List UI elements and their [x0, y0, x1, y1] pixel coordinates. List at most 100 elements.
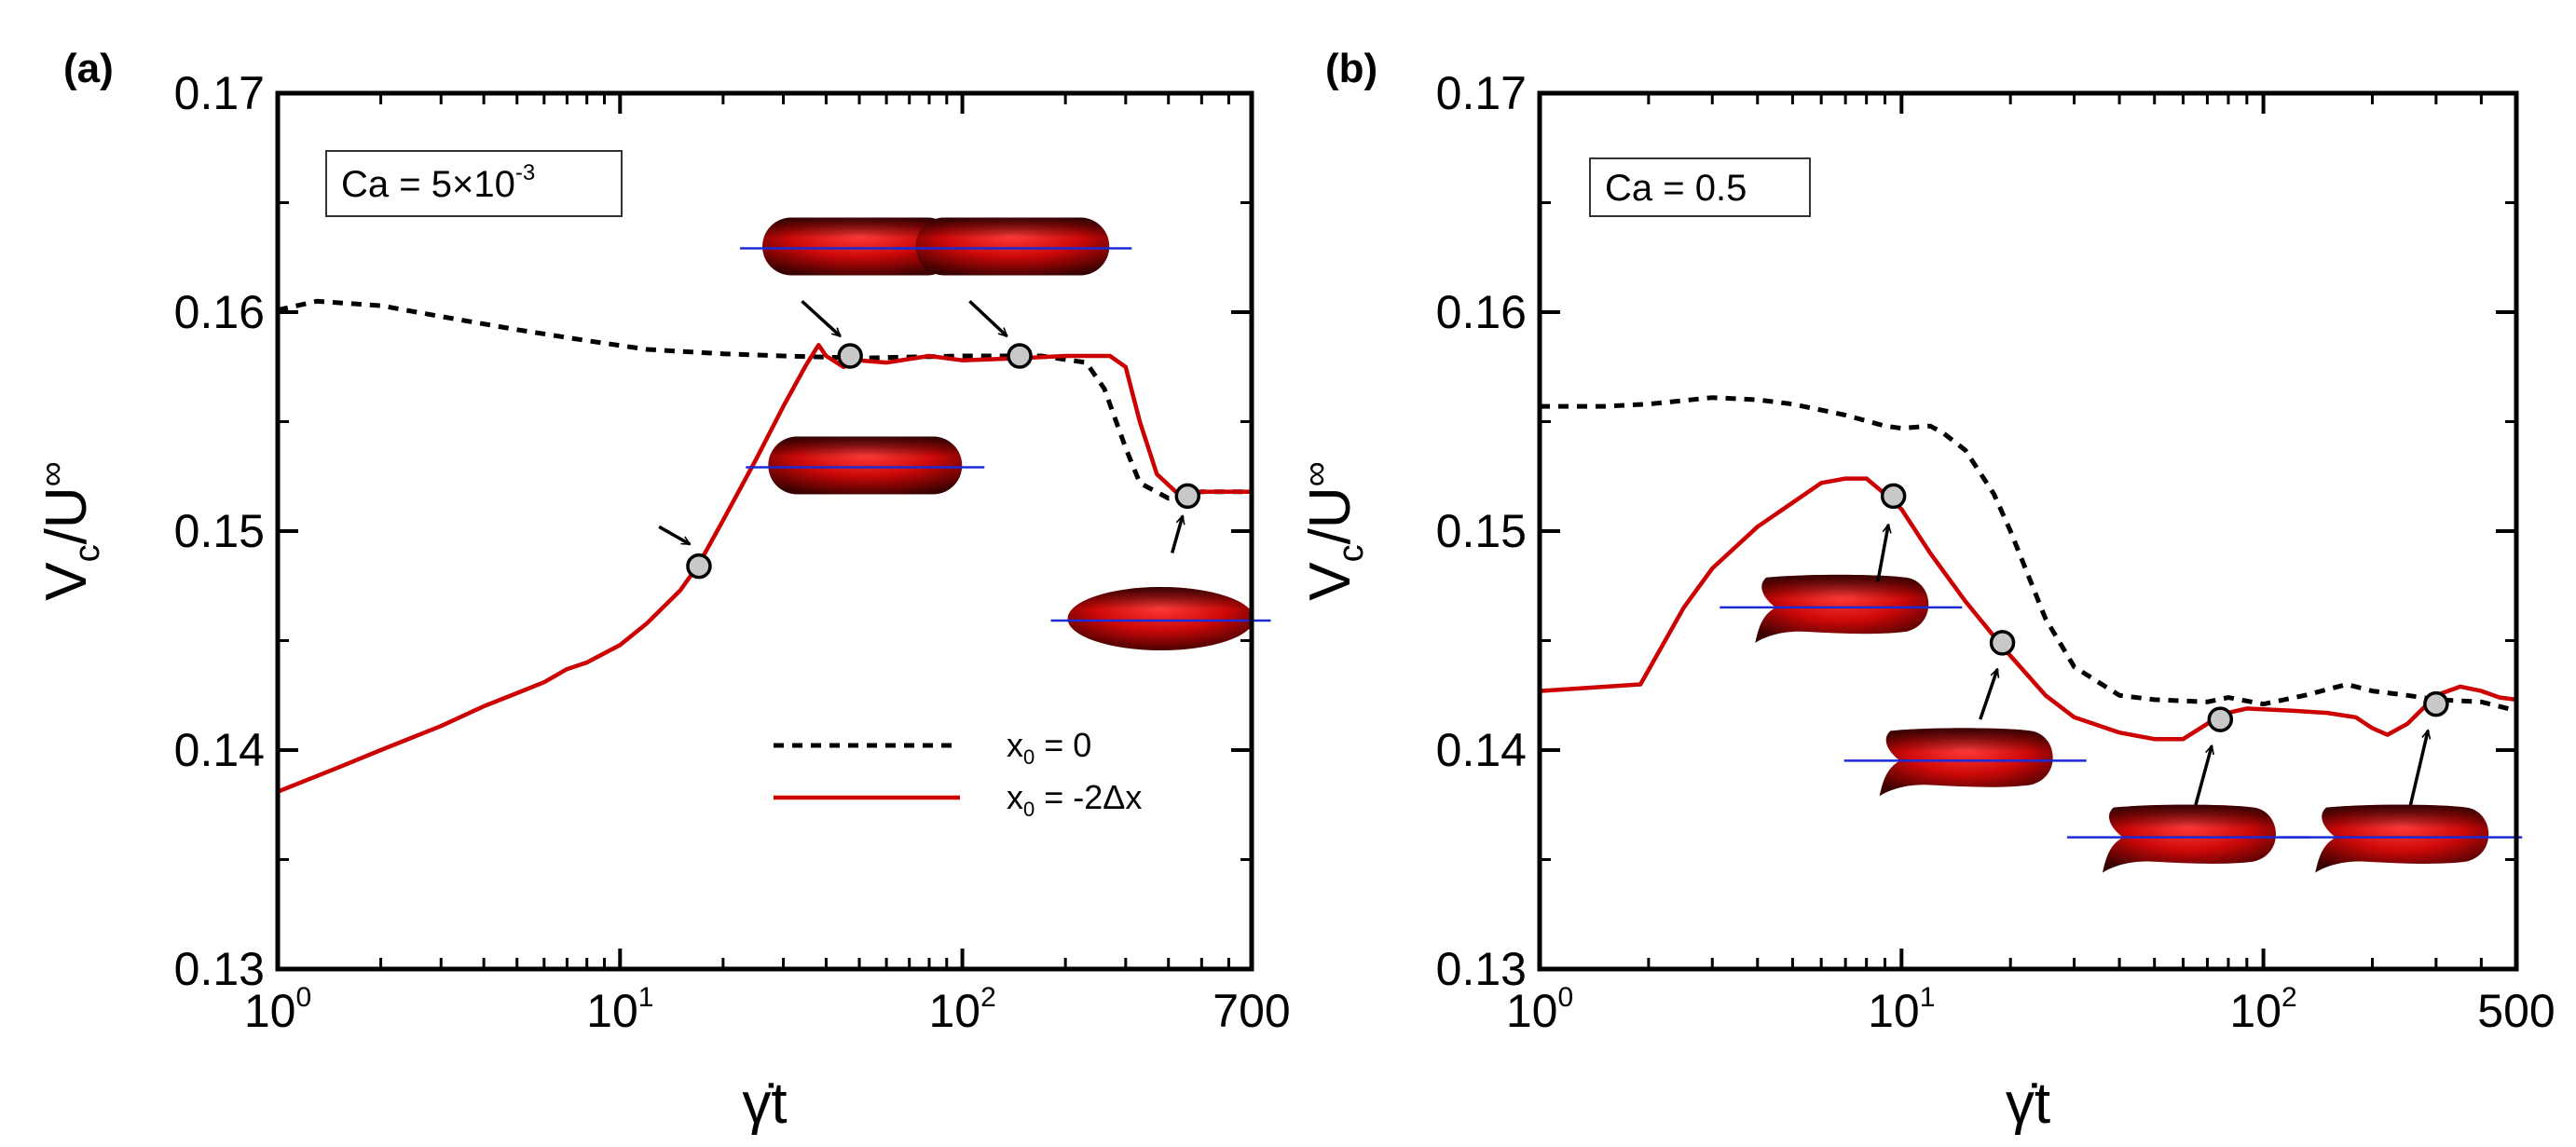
- droplet-shade: [1755, 574, 1929, 643]
- x-tick-label: 101: [586, 982, 653, 1037]
- droplet-inset: [2066, 804, 2309, 873]
- data-marker: [1880, 483, 1907, 510]
- y-tick-label: 0.13: [174, 943, 265, 995]
- y-tick-label: 0.14: [1436, 724, 1527, 776]
- droplet-inset: [740, 217, 980, 276]
- x-tick-base: 10: [928, 985, 980, 1037]
- y-tick-label: 0.13: [1436, 943, 1527, 995]
- y-label-rest: /U: [34, 486, 99, 544]
- data-marker: [837, 343, 863, 369]
- legend-main: x: [1007, 778, 1023, 816]
- legend-label: x0 = 0: [1007, 726, 1091, 769]
- x-tick-label: 700: [1213, 985, 1290, 1037]
- legend-rest: = 0: [1035, 726, 1091, 764]
- panel-label: (a): [63, 46, 114, 91]
- x-tick-base: 10: [2229, 985, 2281, 1037]
- ca-prefix: Ca = 5×10: [341, 164, 515, 205]
- y-tick-label: 0.17: [174, 67, 265, 119]
- droplet-inset: [893, 217, 1132, 276]
- arrow: [801, 299, 841, 338]
- x-tick-base: 10: [586, 985, 638, 1037]
- legend-label: x0 = -2Δx: [1007, 778, 1142, 821]
- y-tick-label: 0.15: [174, 505, 265, 557]
- series-line-solid: [278, 343, 1252, 794]
- data-marker: [2423, 690, 2449, 717]
- plot-area: [278, 298, 1252, 794]
- legend-main: x: [1007, 726, 1023, 764]
- data-marker: [1989, 630, 2016, 656]
- droplet-shade: [2102, 804, 2277, 873]
- x-tick-base: 10: [1506, 985, 1558, 1037]
- droplet-inset: [1720, 574, 1963, 643]
- y-label-sub: c: [1332, 544, 1371, 562]
- ca-exponent: -3: [515, 160, 535, 185]
- legend-sub: 0: [1023, 745, 1035, 769]
- y-axis-label: Vc/U∞: [33, 461, 107, 600]
- x-tick-exp: 0: [295, 982, 311, 1013]
- y-axis-label: Vc/U∞: [1296, 461, 1371, 600]
- arrow: [1979, 669, 1997, 720]
- ca-annotation-box: [1589, 157, 1811, 217]
- y-label-sub: c: [68, 544, 107, 562]
- y-tick-label: 0.14: [174, 724, 265, 776]
- x-tick-label: 102: [928, 982, 995, 1037]
- legend-sub: 0: [1023, 798, 1035, 821]
- y-tick-label: 0.15: [1436, 505, 1527, 557]
- ca-annotation-text: Ca = 0.5: [1605, 168, 1747, 209]
- x-tick-label: 100: [244, 982, 311, 1037]
- arrow: [2194, 745, 2212, 806]
- plot-area: [1540, 395, 2516, 742]
- y-label-sup: ∞: [33, 461, 72, 486]
- series-line-dashed: [1540, 395, 2516, 714]
- series-line-solid: [1540, 476, 2516, 742]
- plot-frame: [275, 90, 1254, 972]
- y-tick-label: 0.16: [1436, 286, 1527, 338]
- y-label-rest: /U: [1298, 486, 1363, 544]
- x-tick-exp: 0: [1557, 982, 1573, 1013]
- droplet-shade: [762, 217, 957, 276]
- arrow: [1876, 525, 1888, 582]
- series-line-dashed: [278, 298, 1252, 501]
- ca-prefix: Ca = 0.5: [1605, 168, 1747, 209]
- x-tick-base: 500: [2477, 985, 2555, 1037]
- x-tick-exp: 1: [638, 982, 654, 1013]
- x-tick-base: 700: [1213, 985, 1290, 1037]
- droplet-shade: [2315, 804, 2489, 873]
- droplet-shade: [1067, 587, 1254, 650]
- droplet-shade: [1879, 728, 2053, 797]
- y-label-main: V: [34, 562, 99, 601]
- droplet-shade: [768, 436, 963, 495]
- arrow: [658, 525, 690, 546]
- x-tick-label: 101: [1868, 982, 1935, 1037]
- x-tick-base: 10: [244, 985, 296, 1037]
- y-label-sup: ∞: [1296, 461, 1336, 486]
- droplet-inset: [1050, 587, 1271, 650]
- arrow: [2408, 731, 2428, 806]
- data-marker: [2207, 706, 2234, 732]
- x-tick-label: 500: [2477, 985, 2555, 1037]
- data-marker: [686, 553, 712, 580]
- plot-frame: [1537, 90, 2519, 972]
- y-tick-label: 0.17: [1436, 67, 1527, 119]
- droplet-inset: [746, 436, 985, 495]
- panel-label: (b): [1325, 46, 1377, 91]
- y-label-main: V: [1298, 562, 1363, 601]
- x-axis-label: γ̇t: [2006, 1072, 2050, 1136]
- ca-annotation-box: [325, 150, 623, 217]
- data-marker: [1174, 483, 1201, 510]
- legend-rest: = -2Δx: [1035, 778, 1142, 816]
- x-axis-label: γ̇t: [742, 1072, 787, 1136]
- y-tick-label: 0.16: [174, 286, 265, 338]
- droplet-inset: [1843, 728, 2087, 797]
- x-tick-exp: 2: [2281, 982, 2297, 1013]
- x-tick-base: 10: [1868, 985, 1920, 1037]
- x-tick-exp: 1: [1920, 982, 1936, 1013]
- ca-annotation-text: Ca = 5×10-3: [341, 160, 535, 205]
- x-tick-exp: 2: [980, 982, 996, 1013]
- arrow: [968, 299, 1007, 338]
- x-tick-label: 100: [1506, 982, 1573, 1037]
- droplet-inset: [2280, 804, 2523, 873]
